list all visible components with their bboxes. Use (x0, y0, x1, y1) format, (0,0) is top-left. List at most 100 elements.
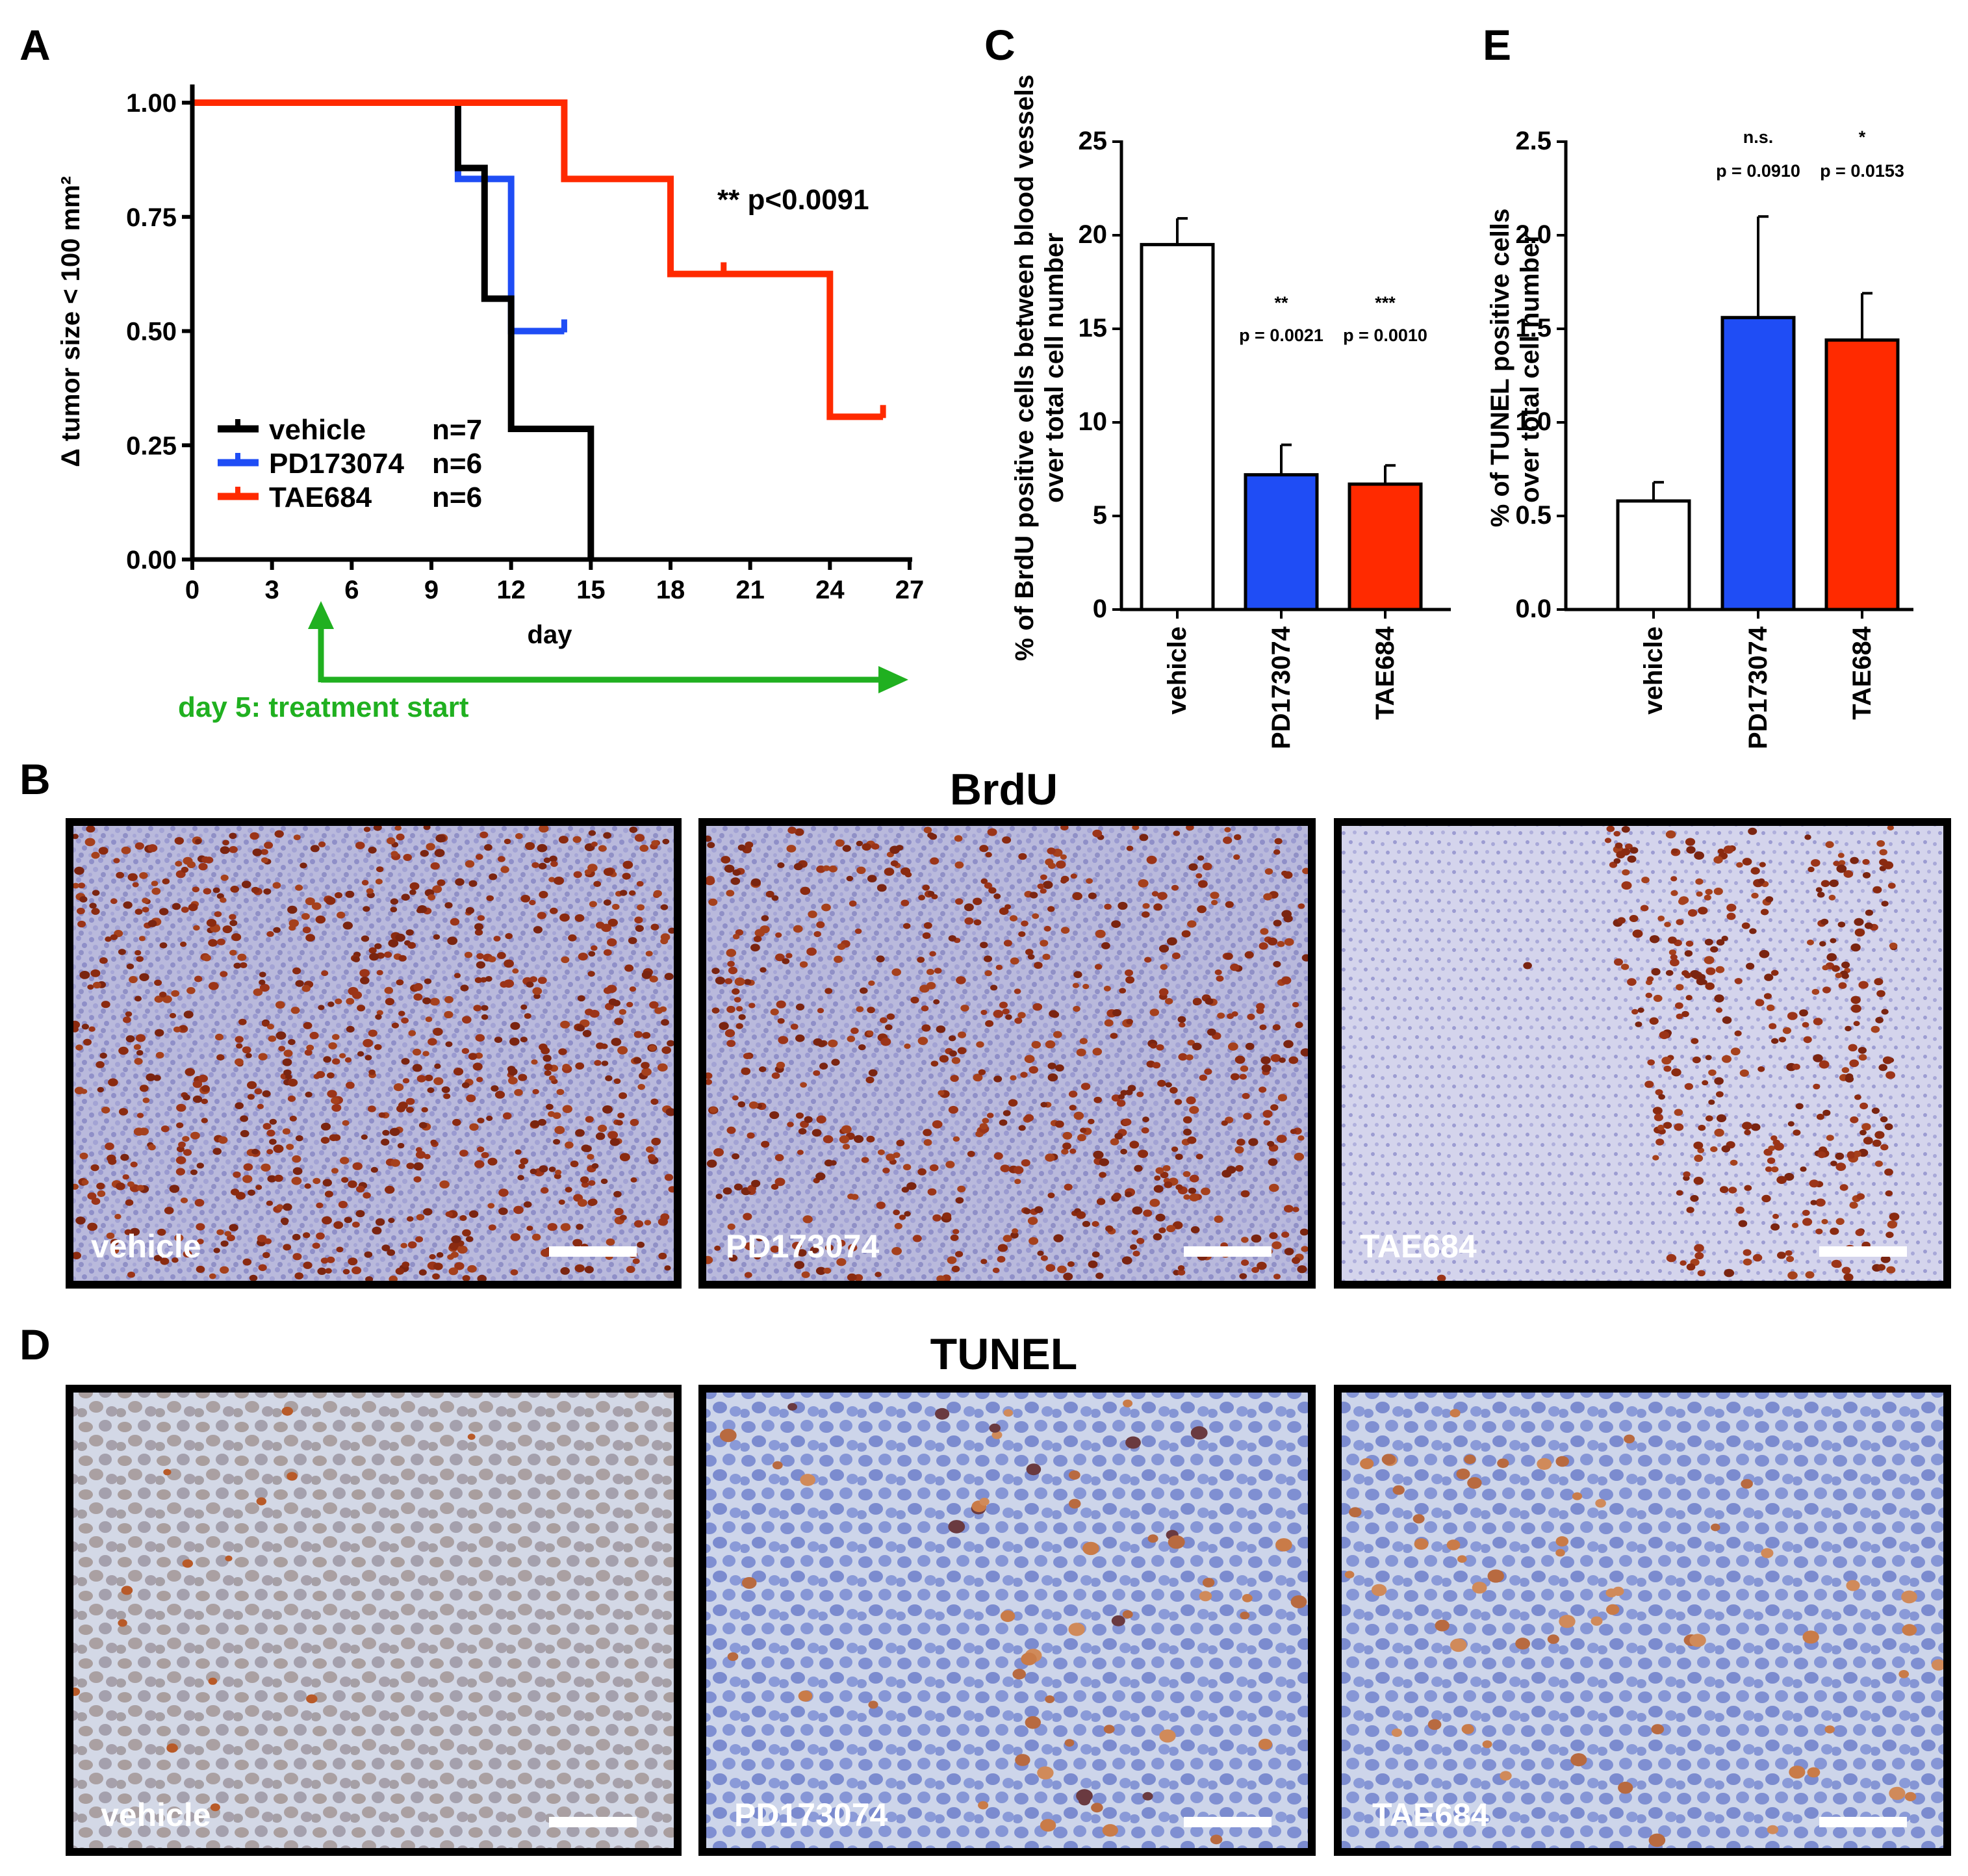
nucleus (747, 1132, 755, 1139)
nucleus (142, 906, 149, 913)
nucleus (1570, 1753, 1587, 1767)
nucleus (778, 1036, 789, 1044)
nucleus (732, 988, 740, 995)
nucleus (628, 890, 636, 896)
nucleus (530, 1168, 537, 1174)
nucleus (1263, 1120, 1271, 1126)
nucleus (1713, 888, 1723, 895)
nucleus (1813, 1018, 1823, 1025)
nucleus (741, 1577, 757, 1589)
nucleus (1247, 1013, 1255, 1020)
nucleus (798, 1128, 807, 1135)
nucleus (274, 830, 284, 838)
nucleus (1053, 1234, 1064, 1242)
nucleus (1871, 1107, 1880, 1114)
nucleus (1750, 867, 1760, 875)
nucleus (447, 936, 458, 945)
nucleus (1029, 1237, 1039, 1245)
nucleus (220, 846, 230, 854)
nucleus (1037, 883, 1045, 890)
nucleus (602, 1105, 613, 1114)
nucleus (1068, 1498, 1081, 1509)
nucleus (1014, 1179, 1021, 1185)
nucleus (445, 1041, 453, 1047)
nucleus (406, 1163, 415, 1170)
nucleus (1670, 954, 1678, 960)
nucleus (549, 855, 557, 862)
nucleus (1715, 1007, 1723, 1013)
nucleus (906, 1182, 917, 1190)
nucleus (332, 1134, 341, 1141)
nucleus (261, 857, 268, 863)
nucleus (335, 892, 342, 899)
nucleus (356, 1185, 365, 1193)
nucleus (544, 1063, 553, 1071)
nucleus (603, 832, 611, 839)
nucleus (1214, 1215, 1223, 1223)
nucleus (256, 1497, 266, 1506)
nucleus (570, 1161, 579, 1168)
nucleus (1259, 942, 1268, 950)
nucleus (1795, 1103, 1804, 1110)
nucleus (357, 1051, 364, 1057)
nucleus (895, 845, 904, 851)
nucleus (1168, 1535, 1185, 1549)
nucleus (1717, 848, 1724, 854)
nucleus (208, 939, 218, 947)
nucleus (155, 1051, 164, 1059)
nucleus (1657, 916, 1665, 921)
nucleus (797, 1150, 804, 1155)
nucleus (999, 1001, 1008, 1009)
x-tick-label: TAE684 (1371, 626, 1399, 720)
nucleus (198, 1074, 208, 1083)
nucleus (587, 1153, 594, 1160)
nucleus (266, 931, 274, 937)
nucleus (1155, 1167, 1164, 1174)
nucleus (101, 1001, 110, 1009)
y-tick-label: 0.0 (1515, 595, 1552, 623)
nucleus (799, 961, 808, 968)
nucleus (629, 986, 637, 992)
nucleus (276, 1204, 284, 1211)
nucleus (622, 860, 633, 869)
nucleus (1069, 1148, 1077, 1154)
nucleus (374, 943, 382, 949)
nucleus (532, 1088, 539, 1095)
nucleus (262, 1090, 271, 1098)
nucleus (1749, 928, 1757, 934)
nucleus (295, 980, 304, 987)
nucleus (290, 1007, 300, 1014)
brdu-stained-nuclei (70, 824, 677, 1283)
nucleus (1045, 1695, 1055, 1703)
nucleus (185, 1068, 196, 1076)
nucleus (113, 858, 120, 864)
nucleus (772, 1461, 783, 1470)
nucleus (474, 977, 483, 983)
nucleus (1862, 872, 1871, 879)
nucleus (97, 1086, 104, 1093)
nucleus (574, 914, 585, 922)
nucleus (1034, 1206, 1043, 1213)
nucleus (806, 947, 817, 956)
nucleus (1876, 990, 1885, 997)
nucleus (613, 1078, 621, 1085)
nucleus (955, 898, 964, 905)
nucleus (494, 1036, 503, 1043)
nucleus (295, 1135, 303, 1142)
nucleus (1615, 842, 1623, 849)
nucleus (192, 1095, 203, 1103)
nucleus (823, 1135, 834, 1144)
nucleus (572, 836, 581, 843)
nucleus (132, 882, 139, 888)
nucleus (134, 908, 143, 915)
nucleus (594, 1060, 602, 1066)
nucleus (1815, 1228, 1823, 1235)
nucleus (765, 890, 774, 898)
nucleus (614, 1018, 624, 1025)
nucleus (613, 1190, 622, 1198)
nucleus (479, 831, 489, 839)
nucleus (292, 1233, 301, 1240)
nucleus (587, 864, 598, 872)
nucleus (1791, 1222, 1799, 1228)
nucleus (328, 1042, 337, 1049)
